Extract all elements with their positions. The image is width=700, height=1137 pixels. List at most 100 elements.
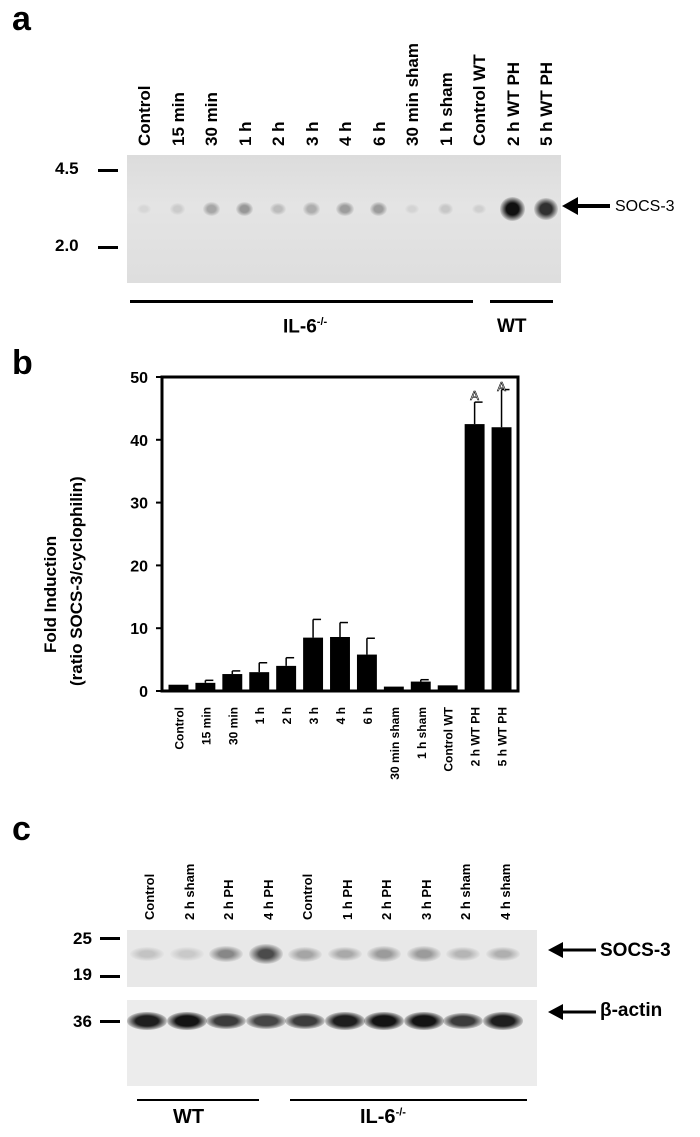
panel-a-marker-4-5-tick [98,169,118,172]
panel-a-band [404,203,420,215]
panel-c-socs3-band [367,946,401,962]
panel-c-actin-band [245,1013,286,1029]
panel-a-lane-label: 1 h [235,121,255,146]
panel-c-lane-label: 2 h PH [221,879,236,920]
panel-a-band [136,203,152,215]
panel-c-marker-19: 19 [73,965,92,984]
x-tick-label: 1 h [253,707,267,724]
bar [222,674,243,691]
panel-c-lane-label: 4 h PH [260,879,276,920]
panel-c-socs3-band [209,945,243,963]
panel-a-band [499,197,526,221]
y-tick-label: 30 [130,496,148,513]
bar [356,654,377,691]
y-axis-label-2: (ratio SOCS-3/cyclophilin) [67,476,86,686]
panel-c-lane-label: 4 h sham [497,863,513,920]
bar [410,681,431,691]
panel-c-lane-label: 3 h PH [418,879,434,920]
y-tick-label: 50 [130,370,148,387]
bar-chart: 0 10 20 30 40 50 Control 15 min 30 min 1 h 2 h 3 h 4… [130,370,520,780]
panel-c-socs3-band [288,946,322,962]
bar [437,685,458,691]
panel-a-lane-label: 3 h [302,121,322,146]
panel-a-band [170,203,185,215]
x-tick-label: Control WT [442,706,456,771]
annotation-label: A [470,388,479,403]
panel-c-wt-group-label: WT [173,1106,205,1128]
x-tick-label: 5 h WT PH [496,707,510,766]
panel-c-marker-25: 25 [73,929,92,948]
x-tick-label: 2 h [280,707,294,724]
panel-a-band [336,201,354,217]
panel-c-socs3-band [406,946,441,962]
panel-c-marker-36: 36 [73,1012,92,1031]
panel-a-arrow-icon [562,197,610,215]
panel-c-actin-band [324,1012,365,1030]
panel-a-lane-label: 15 min [168,92,188,146]
panel-a-lane-label: Control WT [470,54,489,146]
panel-c-socs3-band [248,944,283,964]
bar [168,684,189,691]
x-tick-label: 4 h [334,707,348,724]
panel-a-letter: a [12,0,31,38]
panel-a-lane-label: 2 h WT PH [503,61,523,146]
panel-c-actin-label: β-actin [600,1000,663,1021]
panel-a-ko-group-label: IL-6-/- [283,316,328,338]
panel-c-actin-band [443,1012,483,1030]
panel-c-actin-band [364,1012,404,1030]
annotation-label: A [497,379,506,394]
panel-c-lane-label: Control [142,873,157,920]
panel-c-lane-label: 2 h sham [458,863,473,920]
panel-a-band [437,203,454,215]
panel-a-marker-2-0-tick [98,246,118,249]
y-tick-label: 0 [139,684,148,701]
bar [383,686,404,691]
panel-c-lane-label: 2 h sham [181,863,197,920]
panel-c-marker-36-tick [100,1020,120,1023]
panel-a-lane-label: 30 min sham [403,43,422,146]
bar [464,424,485,691]
panel-c-socs3-arrow-icon [548,942,596,958]
panel-a-band [270,202,286,216]
panel-a-lane-label: 6 h [369,121,389,146]
x-tick-label: 1 h sham [415,707,429,759]
panel-c-marker-19-tick [100,975,120,978]
panel-a-band [202,202,220,216]
panel-a-marker-4-5: 4.5 [55,159,79,178]
x-tick-label: 3 h [307,707,321,724]
panel-a-marker-2-0: 2.0 [55,236,79,255]
panel-a-band [369,201,388,217]
y-tick-label: 20 [130,558,148,575]
panel-c-letter: c [12,810,31,848]
panel-c-actin-band [166,1012,207,1030]
panel-a-socs3-label: SOCS-3 [615,198,675,215]
panel-c-lane-label: 1 h PH [339,879,355,920]
panel-c-actin-band [482,1012,523,1030]
panel-a-lane-label: 30 min [202,92,221,146]
x-tick-label: 30 min sham [388,707,402,780]
panel-a-band [303,202,320,216]
panel-c-actin-band [127,1012,167,1030]
panel-a-wt-group-label: WT [497,316,527,337]
panel-a-wt-group-line [490,300,553,303]
panel-c-wt-group-line [137,1099,259,1101]
panel-c-ko-group-line [290,1099,527,1101]
x-tick-label: 15 min [199,707,213,745]
panel-a-lane-label: 1 h sham [436,72,456,146]
bar [491,427,512,691]
y-tick-label: 10 [130,621,148,638]
y-axis-label: Fold Induction [41,535,60,653]
y-tick-label: 40 [130,433,148,450]
bar [330,636,350,691]
bar [249,672,270,691]
panel-a-band [471,203,487,215]
panel-a-lane-label: Control [135,85,154,146]
panel-c-socs3-band [169,947,204,961]
panel-c-lane-label: 2 h PH [379,879,394,920]
panel-a-northern-blot [127,155,561,283]
panel-a-lane-label: 4 h [336,121,355,146]
panel-b-letter: b [12,344,33,382]
panel-a-band [534,198,558,220]
panel-c-actin-western-blot [127,1000,537,1086]
bar [195,682,216,691]
